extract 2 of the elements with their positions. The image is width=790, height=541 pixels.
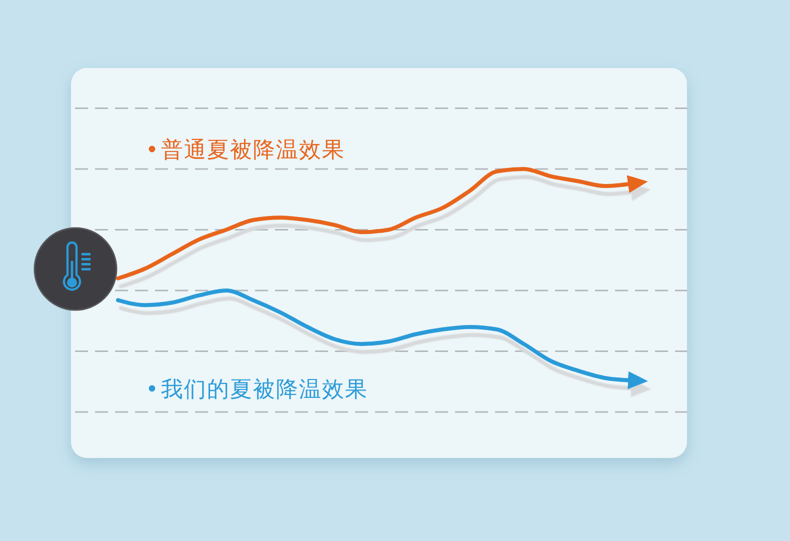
legend-label: 我们的夏被降温效果: [161, 377, 368, 402]
legend-label: 普通夏被降温效果: [161, 138, 345, 163]
